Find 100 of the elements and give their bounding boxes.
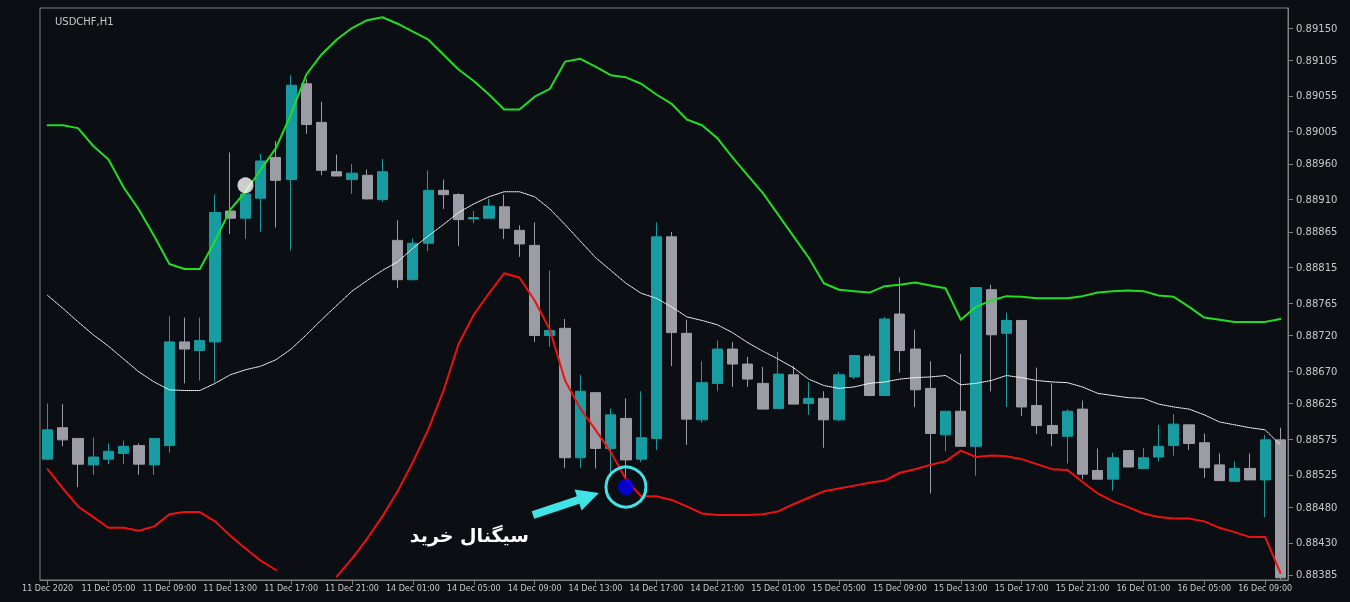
x-tick-label: 14 Dec 01:00 — [385, 583, 440, 593]
candlestick — [1214, 452, 1225, 482]
candlestick — [925, 360, 936, 494]
annotation: سیگنال خرید — [409, 524, 529, 548]
candlestick — [955, 353, 966, 447]
y-tick-label: 0.88625 — [1296, 397, 1338, 409]
candlestick — [986, 284, 997, 392]
x-tick-label: 15 Dec 13:00 — [933, 583, 988, 593]
candlestick — [240, 193, 251, 240]
x-tick-label: 11 Dec 09:00 — [142, 583, 197, 593]
candlestick — [727, 341, 738, 388]
candlestick — [1244, 452, 1256, 481]
text: USDCHF,H1 — [55, 15, 114, 27]
candlestick — [1001, 312, 1012, 408]
candlestick — [331, 154, 342, 177]
y-tick-label: 0.88865 — [1296, 226, 1338, 238]
y-tick-label: 0.89150 — [1296, 22, 1338, 34]
candlestick — [712, 339, 723, 392]
candlestick — [590, 392, 601, 469]
x-tick-label: 14 Dec 13:00 — [568, 583, 623, 593]
candlestick — [103, 442, 114, 465]
candlestick — [940, 410, 951, 452]
x-tick-label: 15 Dec 17:00 — [994, 583, 1049, 593]
line-series — [46, 16, 1282, 323]
candlestick — [423, 169, 434, 252]
candlestick — [164, 315, 175, 454]
y-tick-label: 0.88765 — [1296, 297, 1338, 309]
y-tick-label: 0.88960 — [1296, 158, 1338, 170]
y-tick-label: 0.88480 — [1296, 501, 1338, 513]
candlestick — [788, 365, 799, 405]
candlestick — [514, 224, 525, 258]
candlestick — [651, 222, 662, 451]
candlestick — [666, 231, 677, 367]
y-tick-label: 0.88525 — [1296, 469, 1338, 481]
candlestick — [407, 237, 418, 281]
x-tick-label: 11 Dec 05:00 — [81, 583, 136, 593]
candlestick — [88, 437, 99, 476]
candlestick — [1123, 450, 1134, 468]
y-tick-label: 0.88910 — [1296, 194, 1338, 206]
x-tick-label: 16 Dec 01:00 — [1116, 583, 1171, 593]
candlestick — [1031, 367, 1042, 435]
candlestick — [316, 101, 327, 176]
candlestick — [559, 318, 571, 469]
x-tick-label: 16 Dec 05:00 — [1177, 583, 1232, 593]
y-tick-label: 0.89055 — [1296, 90, 1338, 102]
candlestick — [1107, 452, 1119, 492]
candlestick — [286, 74, 297, 251]
candlestick — [468, 210, 479, 224]
y-tick-label: 0.89105 — [1296, 54, 1338, 66]
line-series — [47, 191, 1281, 446]
candlestick — [864, 353, 875, 397]
candlestick — [636, 390, 647, 463]
candlestick — [1077, 400, 1088, 480]
candlestick — [1168, 413, 1179, 457]
x-tick-label: 14 Dec 21:00 — [690, 583, 745, 593]
x-tick-label: 11 Dec 13:00 — [203, 583, 258, 593]
candlestick — [57, 403, 68, 447]
candlestick — [1062, 408, 1073, 464]
y-tick-label: 0.88720 — [1296, 329, 1338, 341]
candlestick — [1016, 319, 1027, 417]
x-tick-label: 14 Dec 09:00 — [507, 583, 562, 593]
candlestick — [499, 194, 510, 240]
candlestick — [255, 153, 266, 233]
candlestick — [194, 317, 205, 382]
candlestick — [1047, 382, 1058, 447]
candlestick — [696, 360, 708, 424]
candlestick — [209, 194, 221, 383]
candlestick — [72, 437, 84, 488]
candlestick — [575, 374, 586, 469]
x-tick-label: 15 Dec 01:00 — [751, 583, 806, 593]
candlestick — [681, 319, 692, 446]
candlestick — [438, 179, 449, 210]
candlestick — [757, 366, 769, 410]
candlestick — [1092, 447, 1103, 480]
candlestick — [833, 371, 845, 422]
candlestick — [483, 198, 495, 219]
x-tick-label: 16 Dec 09:00 — [1238, 583, 1293, 593]
y-tick-label: 0.88815 — [1296, 262, 1338, 274]
x-tick-label: 15 Dec 09:00 — [873, 583, 927, 593]
candlestick — [879, 316, 890, 397]
candlestick — [529, 222, 540, 343]
candlestick — [1199, 432, 1210, 479]
y-tick-label: 0.88575 — [1296, 433, 1338, 445]
y-tick-label: 0.88670 — [1296, 365, 1338, 377]
x-tick-label: 14 Dec 17:00 — [629, 583, 684, 593]
x-tick-label: 11 Dec 2020 — [22, 583, 74, 593]
candlestick — [346, 163, 358, 195]
candlestick — [42, 402, 53, 461]
candlestick — [179, 317, 190, 384]
x-tick-label: 15 Dec 05:00 — [812, 583, 866, 593]
candlestick — [1138, 447, 1149, 469]
candlestick — [910, 329, 921, 408]
candlestick — [742, 356, 753, 388]
candlestick — [149, 437, 160, 476]
x-tick-label: 11 Dec 21:00 — [325, 583, 379, 593]
candlestick — [453, 192, 464, 247]
candlestick — [1275, 427, 1286, 580]
x-tick-label: 15 Dec 21:00 — [1055, 583, 1110, 593]
candlestick — [1153, 424, 1164, 462]
candlestick — [773, 351, 784, 409]
